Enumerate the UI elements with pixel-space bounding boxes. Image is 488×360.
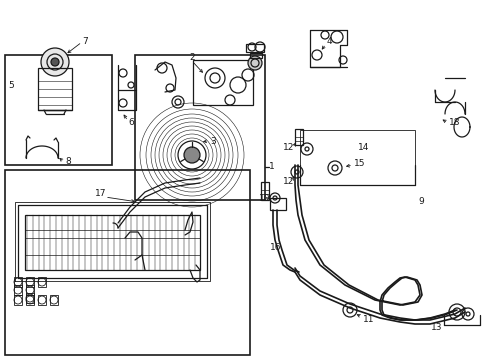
- Bar: [14, 285, 22, 295]
- Bar: [26, 277, 34, 287]
- Bar: [26, 285, 34, 295]
- Text: 6: 6: [128, 118, 134, 127]
- Bar: [25, 215, 200, 270]
- Bar: [38, 295, 46, 305]
- Text: 10: 10: [258, 194, 269, 203]
- Text: 5: 5: [8, 81, 14, 90]
- Text: 8: 8: [65, 157, 71, 166]
- Bar: [261, 182, 268, 200]
- Bar: [38, 68, 72, 110]
- Circle shape: [183, 147, 200, 163]
- Text: 7: 7: [82, 37, 87, 46]
- Text: 16: 16: [269, 243, 281, 252]
- Text: 15: 15: [353, 159, 365, 168]
- Text: 2: 2: [189, 54, 194, 63]
- Text: 4: 4: [326, 37, 332, 46]
- Bar: [14, 277, 22, 287]
- Circle shape: [51, 58, 59, 66]
- Bar: [5, 170, 249, 355]
- Bar: [50, 295, 58, 305]
- Text: 14: 14: [357, 144, 368, 153]
- Text: 17: 17: [95, 189, 106, 198]
- Bar: [245, 44, 264, 52]
- Bar: [26, 295, 34, 305]
- Text: 3: 3: [209, 138, 215, 147]
- Bar: [5, 55, 112, 165]
- Text: 9: 9: [417, 198, 423, 207]
- Circle shape: [247, 56, 262, 70]
- Text: 18: 18: [448, 118, 460, 127]
- Bar: [38, 277, 46, 287]
- Text: 13: 13: [430, 324, 442, 333]
- Bar: [269, 198, 285, 210]
- Bar: [299, 130, 414, 185]
- Bar: [294, 129, 303, 145]
- Text: 1: 1: [268, 162, 274, 171]
- Text: 12: 12: [283, 144, 294, 153]
- Bar: [193, 60, 252, 105]
- Bar: [249, 53, 262, 58]
- Bar: [26, 293, 34, 303]
- Circle shape: [41, 48, 69, 76]
- Bar: [135, 55, 264, 200]
- Text: 11: 11: [362, 315, 374, 324]
- Bar: [14, 295, 22, 305]
- Text: 12: 12: [283, 177, 294, 186]
